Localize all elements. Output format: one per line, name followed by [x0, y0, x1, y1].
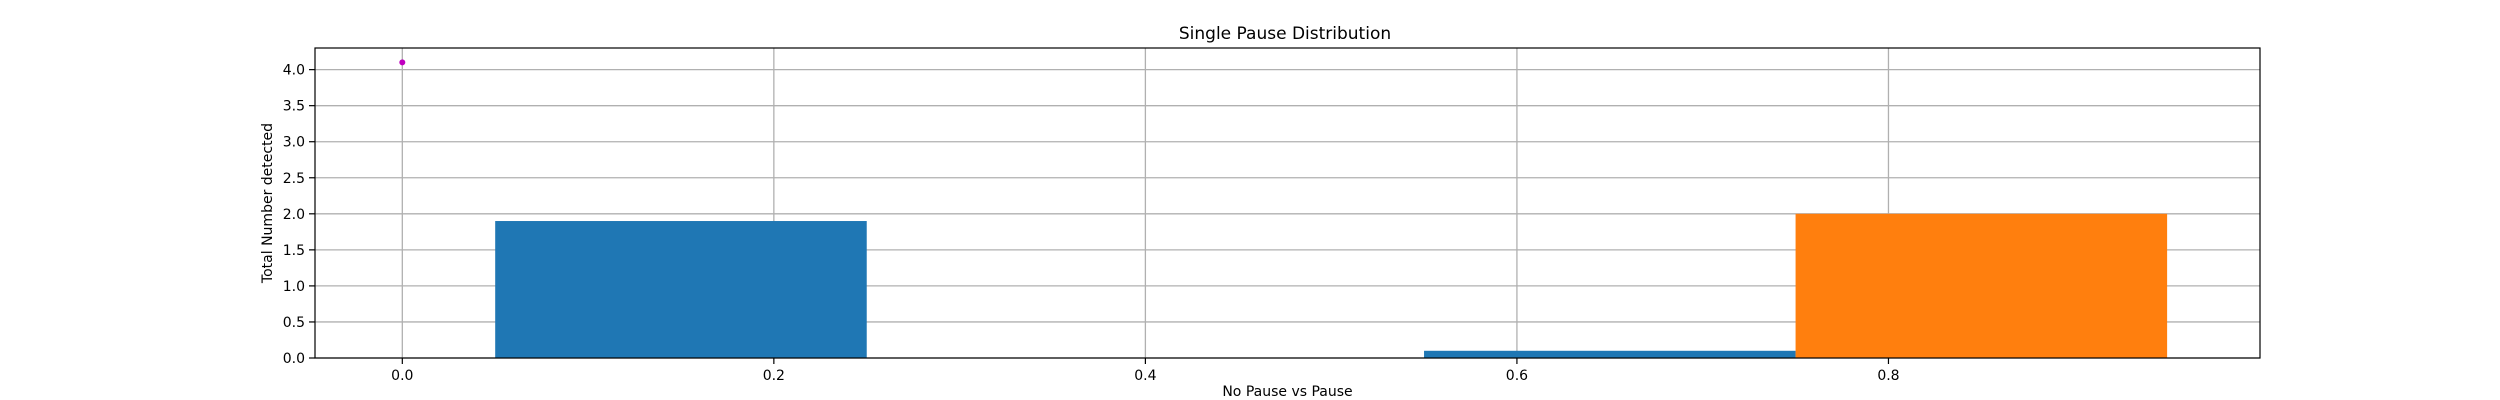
x-tick-label: 0.4 [1134, 368, 1156, 384]
y-tick-label: 3.0 [283, 135, 305, 151]
y-tick-label: 0.5 [283, 315, 305, 331]
y-tick-label: 4.0 [283, 63, 305, 79]
x-axis-label: No Pause vs Pause [1222, 384, 1352, 400]
bars [495, 213, 2168, 358]
x-axis-ticks: 0.0 0.2 0.4 0.6 0.8 [391, 358, 1900, 384]
x-tick-label: 0.8 [1877, 368, 1899, 384]
bar [495, 221, 867, 358]
y-tick-label: 0.0 [283, 351, 305, 367]
x-tick-label: 0.2 [763, 368, 785, 384]
x-tick-label: 0.6 [1506, 368, 1528, 384]
data-point [399, 59, 406, 66]
x-tick-label: 0.0 [391, 368, 413, 384]
y-tick-label: 2.0 [283, 207, 305, 223]
y-axis-label: Total Number detected [260, 123, 276, 284]
chart-title: Single Pause Distribution [1179, 24, 1391, 44]
plot-frame [314, 47, 2261, 359]
y-tick-label: 2.5 [283, 171, 305, 187]
y-tick-label: 1.5 [283, 243, 305, 259]
markers [399, 59, 406, 66]
y-axis-ticks: 0.0 0.5 1.0 1.5 2.0 2.5 3.0 3.5 4.0 [283, 63, 315, 367]
bar [1424, 350, 1796, 358]
y-tick-label: 1.0 [283, 279, 305, 295]
y-tick-label: 3.5 [283, 99, 305, 115]
bar [1795, 213, 2168, 358]
